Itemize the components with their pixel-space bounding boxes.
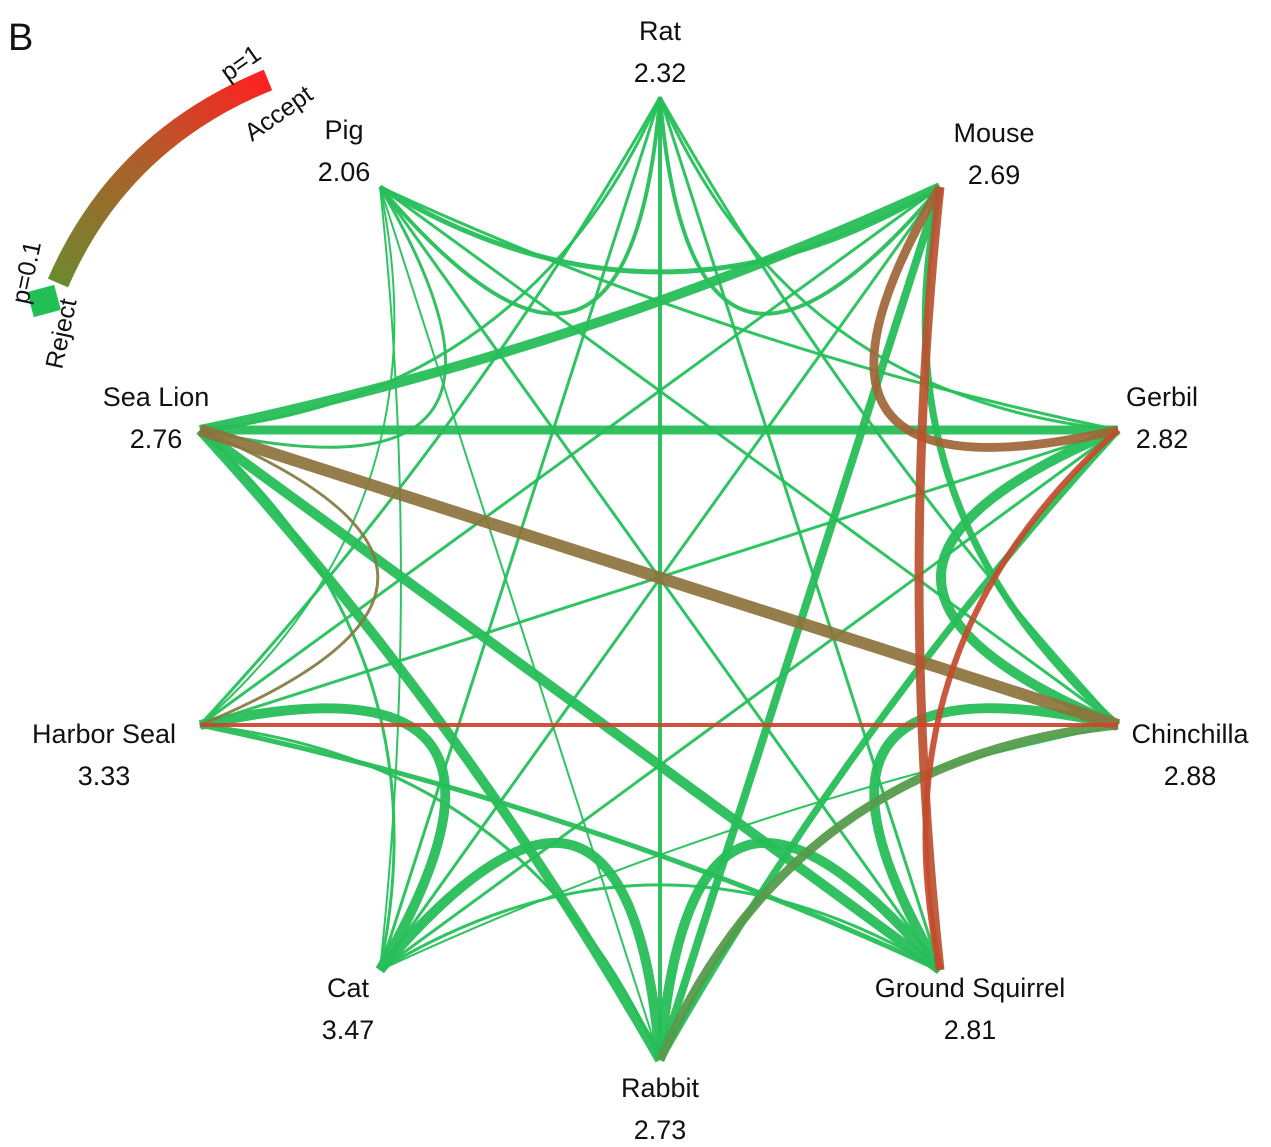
node-name: Harbor Seal xyxy=(32,719,176,749)
link-cat-sealion xyxy=(199,428,396,971)
node-value: 2.82 xyxy=(1136,424,1189,454)
link-chinchilla-sealion xyxy=(198,424,1120,731)
legend-accept-bar xyxy=(47,69,273,288)
link-chinchilla-squirrel xyxy=(869,703,1120,973)
link-rabbit-cat xyxy=(376,837,665,1061)
node-gerbil: Gerbil 2.82 xyxy=(1126,382,1198,454)
link-gerbil-squirrel xyxy=(922,427,1120,971)
node-sea-lion: Sea Lion 2.76 xyxy=(103,382,210,454)
node-name: Rat xyxy=(639,16,682,46)
node-name: Pig xyxy=(324,115,363,145)
link-rat-mouse xyxy=(658,96,942,316)
node-rabbit: Rabbit 2.73 xyxy=(621,1073,700,1145)
node-name: Sea Lion xyxy=(103,382,210,412)
link-gerbil-chinchilla xyxy=(936,425,1120,730)
link-mouse-squirrel xyxy=(914,186,945,971)
node-value: 2.88 xyxy=(1164,761,1217,791)
link-gerbil-pig xyxy=(379,185,1119,432)
node-cat: Cat 3.47 xyxy=(322,973,375,1045)
link-squirrel-rabbit xyxy=(655,837,944,1061)
node-harbor-seal: Harbor Seal 3.33 xyxy=(32,719,176,791)
link-squirrel-sealion xyxy=(197,425,943,975)
node-value: 2.32 xyxy=(634,58,687,88)
node-mouse: Mouse 2.69 xyxy=(953,118,1034,190)
link-cat-harborseal xyxy=(198,703,451,973)
link-rabbit-pig xyxy=(379,186,661,1061)
node-name: Rabbit xyxy=(621,1073,700,1103)
link-chinchilla-pig xyxy=(379,185,1119,727)
node-value: 2.69 xyxy=(968,160,1021,190)
link-sealion-pig xyxy=(199,186,447,449)
node-pig: Pig 2.06 xyxy=(318,115,371,187)
link-rat-gerbil xyxy=(658,96,1119,432)
link-mouse-sealion xyxy=(198,182,943,435)
node-name: Mouse xyxy=(953,118,1034,148)
link-mouse-pig xyxy=(378,184,942,275)
link-mouse-harborseal xyxy=(199,185,941,727)
node-ground-squirrel: Ground Squirrel 2.81 xyxy=(875,973,1066,1045)
node-name: Ground Squirrel xyxy=(875,973,1066,1003)
node-value: 3.33 xyxy=(78,761,131,791)
node-name: Chinchilla xyxy=(1131,719,1249,749)
p-value-legend: p=1 Accept p=0.1 Reject xyxy=(6,40,318,372)
link-layer xyxy=(196,96,1121,1063)
link-rabbit-harborseal xyxy=(199,723,662,1061)
node-rat: Rat 2.32 xyxy=(634,16,687,88)
link-rabbit-sealion xyxy=(196,426,665,1063)
link-gerbil-cat xyxy=(379,428,1119,972)
node-labels: Rat 2.32 Mouse 2.69 Gerbil 2.82 Chinchil… xyxy=(32,16,1250,1145)
link-rat-pig xyxy=(378,96,662,316)
legend-reject-swatch xyxy=(27,284,61,318)
link-squirrel-harborseal xyxy=(199,722,942,973)
link-rat-sealion xyxy=(199,96,662,432)
node-value: 2.06 xyxy=(318,157,371,187)
link-harborseal-sealion xyxy=(199,428,380,727)
panel-letter: B xyxy=(8,17,33,59)
node-value: 2.76 xyxy=(130,424,183,454)
link-chinchilla-rabbit xyxy=(655,720,1119,1062)
link-mouse-gerbil xyxy=(869,184,1119,452)
link-rat-harborseal xyxy=(198,96,662,727)
node-chinchilla: Chinchilla 2.88 xyxy=(1131,719,1249,791)
link-rat-chinchilla xyxy=(658,96,1120,727)
node-name: Cat xyxy=(327,973,370,1003)
node-value: 3.47 xyxy=(322,1015,375,1045)
node-name: Gerbil xyxy=(1126,382,1198,412)
node-value: 2.73 xyxy=(634,1115,687,1145)
node-value: 2.81 xyxy=(944,1015,997,1045)
